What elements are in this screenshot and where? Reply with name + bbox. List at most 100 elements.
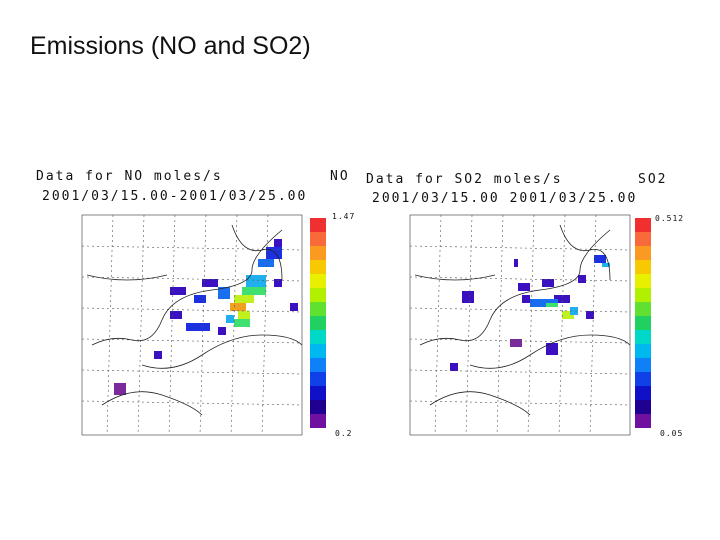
- colorbar-swatch: [635, 288, 651, 302]
- map-grid: [81, 338, 303, 344]
- colorbar-swatch: [635, 246, 651, 260]
- emission-cell: [274, 279, 282, 287]
- emission-cell: [570, 307, 578, 315]
- emission-cell: [530, 299, 558, 307]
- emission-cell: [594, 255, 606, 263]
- map-grid: [409, 307, 631, 313]
- scale-min: 0.2: [335, 429, 352, 438]
- emission-cell: [258, 259, 274, 267]
- colorbar-swatch: [635, 302, 651, 316]
- emission-cell: [578, 275, 586, 283]
- colorbar-swatch: [635, 330, 651, 344]
- map-grid: [409, 245, 631, 251]
- emission-cell: [450, 363, 458, 371]
- colorbar-swatch: [310, 358, 326, 372]
- map-grid: [409, 369, 631, 375]
- caption: Data for NO moles/s: [36, 169, 223, 184]
- map-grid: [434, 214, 442, 436]
- map-grid: [409, 400, 631, 406]
- period: 2001/03/15.00 2001/03/25.00: [372, 191, 637, 206]
- map-grid: [230, 214, 238, 436]
- map-grid: [409, 276, 631, 282]
- map-grid: [81, 369, 303, 375]
- colorbar-swatch: [310, 316, 326, 330]
- emission-cell: [238, 311, 250, 319]
- colorbar-swatch: [310, 218, 326, 232]
- colorbar-swatch: [635, 218, 651, 232]
- scale-max: 0.512: [655, 214, 684, 223]
- emission-cell: [518, 283, 530, 291]
- coastline: [414, 224, 631, 416]
- map-grid: [409, 338, 631, 344]
- emission-cell: [586, 311, 594, 319]
- species: NO: [330, 169, 350, 184]
- emission-cell: [242, 287, 266, 295]
- colorbar-swatch: [310, 260, 326, 274]
- map-grid: [106, 214, 114, 436]
- map-grid: [261, 214, 269, 436]
- colorbar-swatch: [635, 372, 651, 386]
- emission-cell: [546, 343, 558, 355]
- colorbar-swatch: [310, 344, 326, 358]
- emission-cell: [170, 287, 186, 295]
- emission-cell: [246, 275, 266, 287]
- colorbar-swatch: [310, 246, 326, 260]
- map-grid: [81, 245, 303, 251]
- emission-cell: [230, 303, 246, 311]
- colorbar-swatch: [310, 372, 326, 386]
- colorbar-swatch: [635, 400, 651, 414]
- colorbar-swatch: [310, 288, 326, 302]
- emission-cell: [154, 351, 162, 359]
- emission-cell: [522, 295, 530, 303]
- colorbar-swatch: [635, 274, 651, 288]
- colorbar-swatch: [635, 316, 651, 330]
- emission-cell: [202, 279, 218, 287]
- emission-cell: [510, 339, 522, 347]
- colorbar-swatch: [635, 358, 651, 372]
- map-grid: [465, 214, 473, 436]
- emission-cell: [546, 303, 558, 307]
- emission-cell: [234, 319, 250, 327]
- colorbar-swatch: [310, 414, 326, 428]
- species: SO2: [638, 172, 667, 187]
- colorbar-swatch: [310, 400, 326, 414]
- colorbar-swatch: [635, 414, 651, 428]
- map-grid: [527, 214, 535, 436]
- colorbar-swatch: [310, 232, 326, 246]
- map-grid: [81, 276, 303, 282]
- map-grid: [199, 214, 207, 436]
- map-grid: [81, 307, 303, 313]
- colorbar-swatch: [635, 344, 651, 358]
- map-grid: [496, 214, 504, 436]
- map-grid: [81, 400, 303, 406]
- emission-cell: [462, 291, 474, 303]
- map-grid: [168, 214, 176, 436]
- colorbar-swatch: [310, 386, 326, 400]
- emission-cell: [218, 327, 226, 335]
- slide-title: Emissions (NO and SO2): [30, 32, 311, 60]
- caption: Data for SO2 moles/s: [366, 172, 563, 187]
- emission-cell: [602, 263, 610, 267]
- scale-max: 1.47: [332, 212, 355, 221]
- colorbar-swatch: [310, 302, 326, 316]
- emission-cell: [266, 247, 282, 259]
- map-grid: [558, 214, 566, 436]
- emission-cell: [226, 315, 234, 323]
- emission-cell: [562, 311, 574, 319]
- map-grid: [589, 214, 597, 436]
- emission-cell: [554, 295, 570, 303]
- emission-cell: [170, 311, 182, 319]
- map-grid: [137, 214, 145, 436]
- coastline: [86, 224, 303, 416]
- map-frame: [409, 214, 631, 436]
- colorbar-swatch: [635, 386, 651, 400]
- scale-min: 0.05: [660, 429, 683, 438]
- colorbar-swatch: [635, 260, 651, 274]
- emission-cell: [290, 303, 298, 311]
- colorbar-swatch: [310, 330, 326, 344]
- emission-cell: [114, 383, 126, 395]
- colorbar-swatch: [310, 274, 326, 288]
- emission-cell: [274, 239, 282, 247]
